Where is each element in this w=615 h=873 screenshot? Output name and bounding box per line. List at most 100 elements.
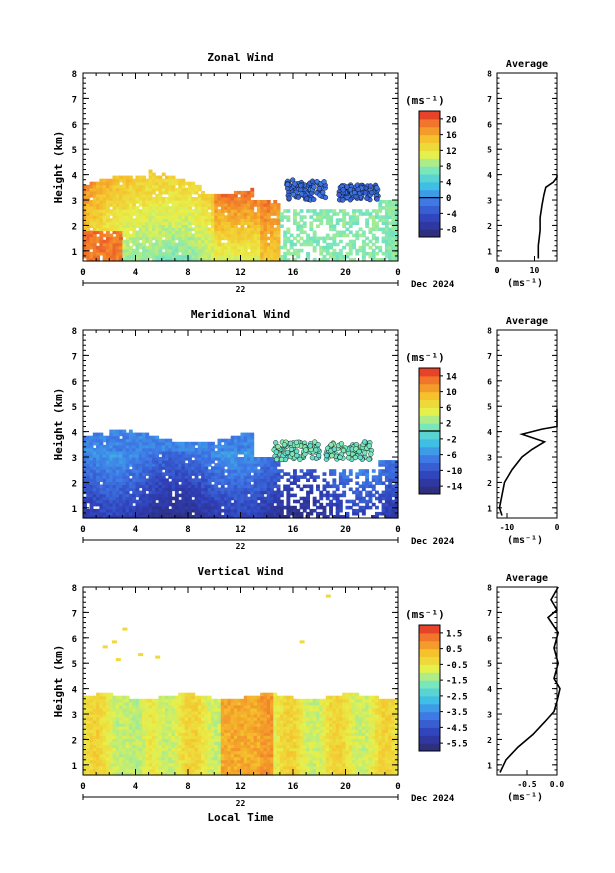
heatmap-cell bbox=[368, 499, 373, 504]
heatmap-cell bbox=[148, 511, 153, 516]
heatmap-cell bbox=[112, 515, 117, 519]
heatmap-cell bbox=[260, 239, 265, 244]
heatmap-cell bbox=[148, 499, 153, 504]
heatmap-cell bbox=[361, 511, 366, 516]
heatmap-cell bbox=[371, 248, 376, 253]
heatmap-cell bbox=[115, 224, 120, 228]
heatmap-cluster-point bbox=[309, 178, 316, 184]
heatmap-cell bbox=[138, 463, 143, 467]
heatmap-cell bbox=[86, 717, 91, 721]
heatmap-cell bbox=[122, 759, 127, 764]
heatmap-cell bbox=[348, 258, 353, 262]
heatmap-cell bbox=[148, 215, 153, 219]
heatmap-cell bbox=[102, 487, 107, 492]
heatmap-cell bbox=[211, 441, 215, 446]
heatmap-cell bbox=[96, 200, 100, 204]
heatmap-cell bbox=[260, 218, 265, 222]
heatmap-cell bbox=[319, 236, 324, 241]
heatmap-cell bbox=[335, 515, 340, 519]
heatmap-cell bbox=[92, 212, 97, 216]
heatmap-cell bbox=[89, 221, 94, 225]
heatmap-cell bbox=[240, 487, 245, 492]
heatmap-cell bbox=[253, 239, 258, 244]
heatmap-cell bbox=[128, 447, 133, 452]
heatmap-cell bbox=[197, 463, 202, 467]
heatmap-cell bbox=[168, 469, 173, 473]
heatmap-cell bbox=[286, 236, 291, 241]
heatmap-cell bbox=[220, 218, 225, 222]
heatmap-cell bbox=[128, 460, 133, 464]
heatmap-cell bbox=[92, 227, 97, 232]
heatmap-cell bbox=[270, 248, 274, 253]
heatmap-cell bbox=[102, 209, 107, 213]
heatmap-cell bbox=[125, 441, 130, 446]
heatmap-cell bbox=[109, 490, 114, 495]
colorbar-band bbox=[419, 454, 440, 463]
heatmap-cell bbox=[188, 499, 192, 504]
heatmap-cell bbox=[181, 212, 186, 216]
heatmap-cell bbox=[220, 515, 225, 519]
heatmap-cell bbox=[224, 193, 228, 198]
heatmap-cell bbox=[355, 218, 360, 222]
heatmap-cell bbox=[289, 239, 294, 244]
heatmap-cell bbox=[122, 193, 127, 198]
heatmap-cell bbox=[214, 487, 219, 492]
heatmap-cell bbox=[112, 765, 117, 770]
heatmap-cell bbox=[243, 463, 248, 467]
colorbar-band bbox=[419, 189, 440, 199]
heatmap-cell bbox=[99, 750, 104, 755]
heatmap-cell bbox=[155, 236, 160, 241]
heatmap-cell bbox=[338, 248, 343, 253]
heatmap-cell bbox=[368, 239, 373, 244]
heatmap-cell bbox=[165, 203, 169, 207]
heatmap-cell bbox=[148, 472, 153, 476]
heatmap-cell bbox=[217, 487, 222, 492]
heatmap-cell bbox=[138, 511, 143, 516]
heatmap-cell bbox=[151, 493, 156, 498]
heatmap-cell bbox=[138, 435, 143, 440]
heatmap-cell bbox=[125, 701, 130, 706]
heatmap-cell bbox=[194, 187, 199, 192]
heatmap-cell bbox=[197, 215, 202, 219]
heatmap-cell bbox=[174, 499, 179, 504]
heatmap-cell bbox=[181, 248, 186, 253]
y-tick-label: 2 bbox=[72, 479, 77, 489]
heatmap-cell bbox=[197, 502, 202, 507]
heatmap-cell bbox=[230, 193, 235, 198]
heatmap-cell bbox=[316, 475, 320, 479]
heatmap-cell bbox=[378, 245, 383, 250]
heatmap-cell bbox=[148, 169, 153, 174]
heatmap-cell bbox=[368, 496, 373, 501]
heatmap-cell bbox=[227, 490, 232, 495]
heatmap-cell bbox=[237, 230, 242, 235]
heatmap-cell bbox=[181, 245, 186, 250]
heatmap-cell bbox=[151, 233, 156, 238]
heatmap-cell bbox=[358, 505, 363, 510]
heatmap-cell bbox=[224, 475, 228, 479]
heatmap-cell bbox=[161, 438, 166, 443]
heatmap-cell bbox=[96, 212, 100, 216]
heatmap-cell bbox=[253, 203, 258, 207]
heatmap-cell bbox=[106, 450, 110, 455]
heatmap-cell bbox=[151, 487, 156, 492]
heatmap-cell bbox=[148, 203, 153, 207]
heatmap-cell bbox=[299, 209, 304, 213]
profile-y-tick-label: 4 bbox=[487, 428, 492, 437]
heatmap-cell bbox=[125, 723, 130, 727]
heatmap-cell bbox=[112, 511, 117, 516]
heatmap-cell bbox=[381, 481, 386, 485]
heatmap-cell bbox=[112, 475, 117, 479]
heatmap-cell bbox=[155, 515, 160, 519]
heatmap-cell bbox=[316, 224, 320, 228]
heatmap-cell bbox=[227, 515, 232, 519]
heatmap-cell bbox=[188, 236, 192, 241]
heatmap-cell bbox=[352, 239, 356, 244]
heatmap-cell bbox=[174, 444, 179, 449]
heatmap-cell bbox=[361, 499, 366, 504]
heatmap-cell bbox=[151, 218, 156, 222]
heatmap-cell bbox=[286, 499, 291, 504]
heatmap-cell bbox=[319, 212, 324, 216]
heatmap-cell bbox=[375, 490, 379, 495]
heatmap-cell bbox=[151, 435, 156, 440]
heatmap-cell bbox=[247, 460, 251, 464]
